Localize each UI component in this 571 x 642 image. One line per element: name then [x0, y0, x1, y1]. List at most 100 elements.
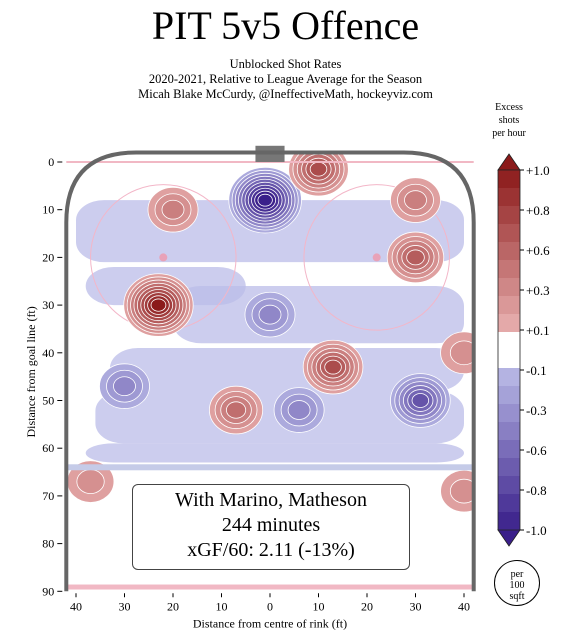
colorbar-title-0: Excess: [495, 102, 523, 113]
hotspot-14: [440, 469, 474, 513]
x-tick-label-2: 20: [167, 599, 179, 613]
y-tick-label-5: 50: [42, 394, 54, 408]
hotspot-13-ring-1: [76, 469, 105, 494]
hotspot-12-ring-1: [449, 340, 474, 366]
colorbar-segment-9: [498, 332, 520, 351]
hotspot-3-ring-2: [161, 199, 185, 220]
hotspot-8: [273, 387, 325, 433]
blue-line: [66, 464, 474, 471]
x-axis-label: Distance from centre of rink (ft): [193, 616, 347, 630]
colorbar-title-1: shots: [499, 115, 520, 126]
x-tick-label-7: 30: [410, 599, 422, 613]
colorbar-segment-4: [498, 242, 520, 261]
scale-line-1: per: [510, 569, 524, 580]
hotspot-14-ring-1: [449, 478, 474, 504]
colorbar-segment-18: [498, 494, 520, 513]
y-tick-label-4: 40: [42, 346, 54, 360]
page-title: PIT 5v5 Offence: [151, 3, 420, 48]
y-tick-label-3: 30: [42, 298, 54, 312]
hotspot-2-ring-8: [150, 298, 167, 312]
hotspot-9-ring-5: [411, 393, 430, 408]
x-tick-label-0: 40: [70, 599, 82, 613]
hotspot-7: [209, 385, 264, 435]
hotspot-9: [390, 373, 451, 428]
x-tick-label-6: 20: [361, 599, 373, 613]
subtitle-line-2: 2020-2021, Relative to League Average fo…: [148, 72, 423, 86]
hotspot-12: [440, 331, 474, 375]
colorbar-segment-13: [498, 404, 520, 423]
x-tick-label-3: 10: [216, 599, 228, 613]
colorbar-tick-label-7: -0.6: [526, 443, 547, 458]
hotspot-13: [66, 460, 115, 503]
colorbar-segment-0: [498, 170, 520, 189]
colorbar-tick-label-1: +0.8: [526, 203, 550, 218]
hotspot-10-ring-2: [258, 304, 282, 325]
hotspot-2: [123, 273, 194, 337]
hotspot-5-ring-2: [404, 190, 427, 211]
y-tick-label-6: 60: [42, 441, 54, 455]
background-band-2: [173, 286, 464, 344]
background-band-5: [85, 443, 464, 463]
hotspot-5: [390, 177, 441, 223]
y-tick-label-7: 70: [42, 489, 54, 503]
x-tick-label-8: 40: [458, 599, 470, 613]
hotspot-4-ring-4: [406, 249, 425, 266]
hotspot-1: [288, 152, 349, 197]
colorbar-segment-14: [498, 422, 520, 441]
colorbar-tick-label-8: -0.8: [526, 483, 547, 498]
hotspot-6: [302, 339, 364, 395]
y-tick-label-0: 0: [48, 155, 54, 169]
rink-content: [66, 152, 474, 513]
hotspot-3: [147, 186, 199, 233]
colorbar-segment-3: [498, 224, 520, 243]
far-line: [66, 584, 474, 590]
colorbar-tick-label-3: +0.3: [526, 283, 550, 298]
y-tick-label-2: 20: [42, 250, 54, 264]
colorbar-segment-2: [498, 206, 520, 225]
colorbar-segment-1: [498, 188, 520, 207]
colorbar: Excess shots per hour +1.0 +0.8 +0.6 +0.3 +0.1 -…: [492, 102, 550, 547]
subtitle-line-3: Micah Blake McCurdy, @IneffectiveMath, h…: [138, 87, 433, 101]
hotspot-11: [99, 363, 150, 409]
colorbar-tick-label-9: -1.0: [526, 523, 547, 538]
colorbar-tick-label-5: -0.1: [526, 363, 547, 378]
colorbar-segment-6: [498, 278, 520, 297]
info-line-2: 244 minutes: [221, 514, 321, 536]
info-line-1: With Marino, Matheson: [175, 489, 367, 511]
faceoff-dot-0: [159, 253, 168, 262]
axes: 0 10 20 30 40 50 60 70 80 90 40 30 20 10 0 10 20 30 40 Dist…: [24, 155, 470, 630]
colorbar-segment-11: [498, 368, 520, 387]
colorbar-bottom-arrow: [497, 529, 521, 547]
hotspot-1-ring-5: [309, 161, 328, 177]
colorbar-segment-7: [498, 296, 520, 315]
x-tick-label-4: 0: [267, 599, 273, 613]
colorbar-title-2: per hour: [492, 128, 526, 139]
colorbar-segment-10: [498, 350, 520, 369]
colorbar-frame: [497, 169, 521, 531]
subtitle-line-1: Unblocked Shot Rates: [229, 57, 342, 71]
colorbar-segment-8: [498, 314, 520, 333]
rink-border: [64, 150, 476, 592]
colorbar-segment-12: [498, 386, 520, 405]
colorbar-segment-19: [498, 512, 520, 531]
colorbar-segment-5: [498, 260, 520, 279]
y-axis-label: Distance from goal line (ft): [24, 306, 38, 437]
y-tick-label-1: 10: [42, 203, 54, 217]
hotspot-7-ring-3: [225, 401, 247, 419]
hotspot-6-ring-5: [324, 359, 342, 375]
background-band-3: [109, 348, 464, 391]
colorbar-segment-17: [498, 476, 520, 495]
colorbar-tick-label-6: -0.3: [526, 403, 547, 418]
faceoff-dot-1: [372, 253, 381, 262]
hotspot-0-ring-9: [257, 193, 273, 207]
y-tick-label-8: 80: [42, 537, 54, 551]
faceoff-circle-1: [303, 184, 450, 331]
hotspot-8-ring-2: [287, 400, 311, 420]
hotspot-10: [244, 291, 296, 338]
colorbar-tick-label-4: +0.1: [526, 323, 550, 338]
x-tick-label-1: 30: [119, 599, 131, 613]
hotspot-0: [228, 166, 302, 234]
scale-line-2: 100: [509, 580, 525, 591]
colorbar-tick-label-0: +1.0: [526, 163, 550, 178]
hotspot-11-ring-2: [113, 376, 136, 397]
